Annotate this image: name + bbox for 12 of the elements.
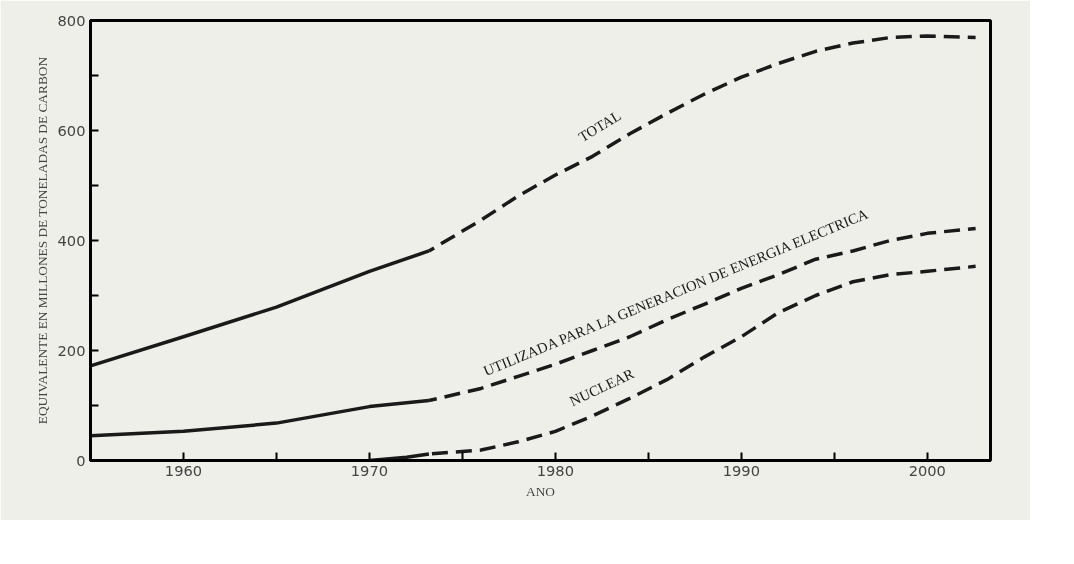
x-tick-label: 2000: [908, 461, 946, 479]
y-tick-label: 400: [57, 231, 86, 249]
y-tick-label: 0: [76, 451, 86, 469]
x-axis-title: ANO: [526, 483, 556, 499]
y-axis-title: EQUIVALENTE EN MILLONES DE TONELADAS DE CARBON: [34, 56, 50, 425]
y-tick-label: 600: [57, 121, 86, 139]
x-tick-label: 1970: [350, 461, 389, 479]
y-tick-label: 800: [57, 11, 86, 29]
x-tick-label: 1960: [164, 461, 203, 479]
x-tick-label: 1990: [722, 461, 760, 479]
x-tick-label: 1980: [536, 461, 575, 479]
y-tick-label: 200: [57, 341, 86, 359]
